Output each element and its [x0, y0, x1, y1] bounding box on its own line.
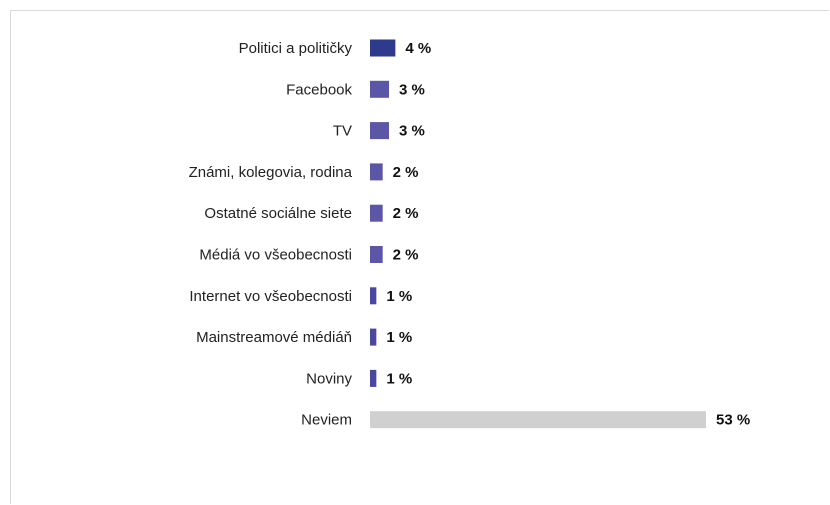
category-label: Ostatné sociálne siete	[204, 205, 352, 222]
value-label: 2 %	[393, 164, 419, 181]
bar	[370, 122, 390, 140]
category-label: Neviem	[301, 412, 352, 429]
category-label: Facebook	[286, 81, 352, 98]
category-label: Noviny	[306, 370, 352, 387]
value-label: 1 %	[386, 370, 412, 387]
chart-frame	[10, 10, 829, 504]
value-label: 3 %	[399, 123, 425, 140]
bar	[370, 328, 377, 346]
category-label: Známi, kolegovia, rodina	[189, 164, 353, 181]
category-label: Médiá vo všeobecnosti	[199, 247, 352, 264]
value-label: 2 %	[393, 205, 419, 222]
bar	[370, 163, 383, 181]
category-label: Politici a političky	[239, 40, 353, 57]
category-label: TV	[333, 123, 352, 140]
bar	[370, 246, 383, 263]
value-label: 53 %	[716, 412, 750, 429]
bar	[370, 411, 706, 429]
value-label: 4 %	[405, 40, 431, 57]
bar	[370, 80, 390, 98]
category-label: Internet vo všeobecnosti	[189, 288, 352, 305]
value-label: 1 %	[386, 329, 412, 346]
bar	[370, 369, 377, 387]
bar	[370, 204, 383, 222]
value-label: 3 %	[399, 81, 425, 98]
value-label: 2 %	[393, 247, 419, 264]
category-label: Mainstreamové médiáň	[196, 329, 352, 346]
bar	[370, 287, 377, 305]
bar	[370, 39, 396, 57]
value-label: 1 %	[386, 288, 412, 305]
